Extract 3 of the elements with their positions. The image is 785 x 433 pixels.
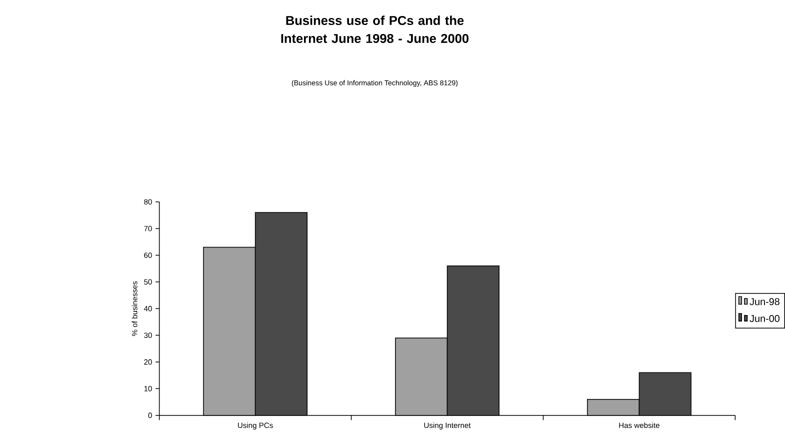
chart-title: Business use of PCs and the Internet June 1998 - June 2000 (281, 16, 469, 44)
legend-label: Jun-98 (750, 298, 780, 306)
legend-label: Jun-00 (750, 315, 780, 322)
